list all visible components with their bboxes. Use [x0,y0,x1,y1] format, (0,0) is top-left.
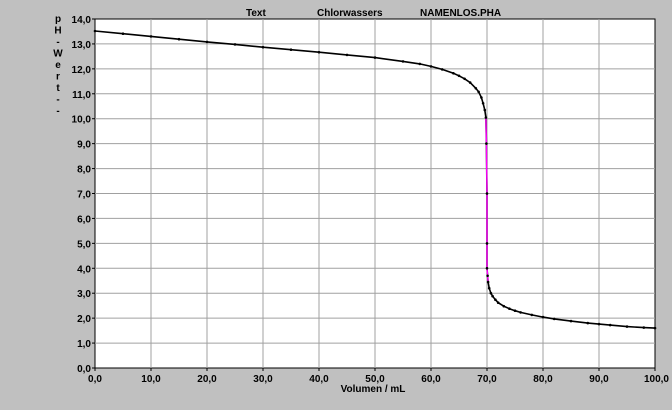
y-tick-label: 4,0 [77,264,91,275]
data-point [205,40,209,44]
data-point [485,192,489,195]
x-tick-label: 80,0 [533,374,553,385]
data-point [452,72,455,75]
data-point [485,267,489,270]
y-axis-ticks: 0,0 1,0 2,0 3,0 4,0 5,0 6,0 7,0 8,0 9,0 10,0 11,0 12… [72,15,95,375]
x-tick-label: 50,0 [365,374,385,385]
y-axis-label-char: H [54,26,61,37]
y-tick-label: 1,0 [77,339,91,350]
y-axis-label-char: - [56,95,59,106]
data-point [502,304,506,308]
x-tick-label: 100,0 [644,374,669,385]
x-tick-label: 70,0 [477,374,497,385]
data-point [608,323,612,327]
data-point [484,116,488,119]
data-point [418,62,422,66]
data-point [489,291,493,295]
data-point [569,319,573,323]
y-tick-label: 12,0 [72,65,92,76]
data-point [345,53,349,57]
data-point [653,326,657,330]
y-tick-label: 5,0 [77,239,91,250]
x-tick-label: 60,0 [421,374,441,385]
data-point [463,77,466,81]
data-point [149,35,153,38]
y-axis-label-char: e [55,60,61,71]
data-point [552,317,556,321]
x-axis-ticks: 0,0 10,0 20,0 30,0 40,0 50,0 60,0 70,0 80,0 90,0 1… [88,368,669,385]
y-axis-label-char: r [56,72,60,83]
y-tick-label: 7,0 [77,190,91,201]
data-point [468,81,472,84]
x-tick-label: 40,0 [309,374,329,385]
data-point [541,315,545,319]
data-point [486,274,489,278]
data-point [642,326,646,329]
data-point [457,74,461,78]
data-point [177,37,181,41]
y-tick-label: 14,0 [72,15,92,26]
data-point [481,102,485,105]
x-tick-label: 0,0 [88,374,102,385]
y-axis-label-char: - [56,106,59,117]
data-point [625,325,629,328]
y-axis-label-char: - [56,37,59,48]
data-point [586,321,590,325]
x-tick-label: 10,0 [141,374,161,385]
y-tick-label: 2,0 [77,314,91,325]
data-point [485,242,489,245]
data-point [494,298,497,302]
x-tick-label: 30,0 [253,374,273,385]
data-point [440,68,444,71]
data-point [496,301,500,305]
x-tick-label: 20,0 [197,374,217,385]
data-point [491,294,494,298]
y-tick-label: 9,0 [77,140,91,151]
y-tick-label: 10,0 [72,115,92,126]
data-point [233,43,237,46]
data-point [401,60,405,63]
data-point [483,108,487,112]
data-point [477,90,480,94]
data-point [317,50,321,54]
data-point [508,307,511,311]
data-point [513,309,517,313]
data-point [93,29,97,33]
data-point [597,322,601,326]
y-tick-label: 8,0 [77,165,91,176]
header-text-label: Text [246,8,266,19]
y-tick-label: 11,0 [72,90,91,101]
x-tick-label: 90,0 [589,374,609,385]
data-point [121,32,125,35]
header-file-name: NAMENLOS.PHA [420,8,501,19]
data-point [486,280,490,284]
y-tick-label: 3,0 [77,289,91,300]
x-axis-label: Volumen / mL [341,384,406,395]
titration-curve [93,29,657,330]
data-point [519,311,522,314]
y-tick-label: 6,0 [77,214,91,225]
data-point [261,45,265,49]
data-point [474,87,478,90]
grid [95,19,655,368]
data-point [485,142,488,145]
data-point [429,65,433,68]
data-point [480,96,483,99]
y-tick-label: 0,0 [77,364,91,375]
y-tick-label: 13,0 [72,40,92,51]
data-point [530,313,534,317]
y-axis-label-char: p [55,14,61,25]
data-point [289,48,293,51]
y-axis-label-char: t [56,83,60,94]
y-axis-label-char: W [53,49,63,60]
data-point [373,56,377,59]
header-sample-name: Chlorwassers [317,8,383,19]
data-point [487,286,491,290]
